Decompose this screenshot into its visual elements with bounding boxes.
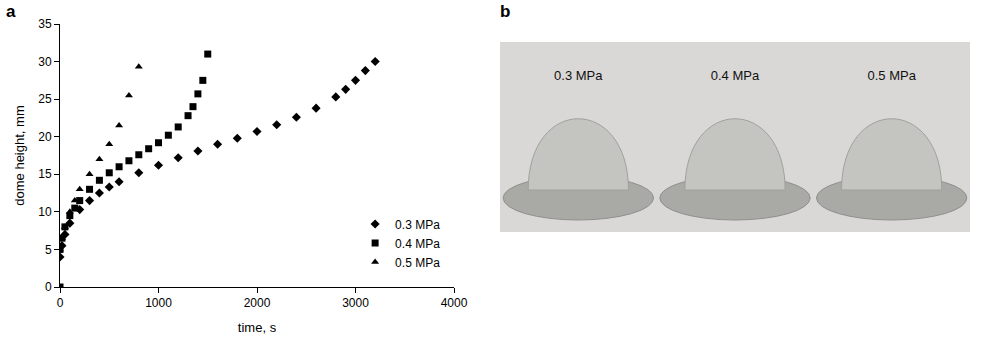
svg-text:15: 15 [38, 167, 52, 181]
svg-text:0.3 MPa: 0.3 MPa [554, 68, 603, 83]
svg-text:30: 30 [38, 55, 52, 69]
svg-text:25: 25 [38, 92, 52, 106]
svg-text:0.5 MPa: 0.5 MPa [395, 256, 440, 270]
svg-text:20: 20 [38, 130, 52, 144]
svg-text:4000: 4000 [441, 296, 468, 310]
svg-text:5: 5 [45, 243, 52, 257]
html-text:a: a [6, 2, 16, 21]
svg-text:35: 35 [38, 17, 52, 31]
svg-text:10: 10 [38, 205, 52, 219]
svg-text:2000: 2000 [244, 296, 271, 310]
svg-text:3000: 3000 [342, 296, 369, 310]
svg-text:0.3 MPa: 0.3 MPa [395, 218, 440, 232]
svg-text:0.5 MPa: 0.5 MPa [867, 68, 916, 83]
html-text:b: b [500, 2, 511, 21]
svg-text:time, s: time, s [238, 320, 277, 335]
svg-text:dome height, mm: dome height, mm [12, 105, 27, 205]
svg-text:0: 0 [57, 296, 64, 310]
svg-text:0: 0 [45, 280, 52, 294]
svg-text:1000: 1000 [145, 296, 172, 310]
svg-text:0.4 MPa: 0.4 MPa [711, 68, 760, 83]
svg-text:0.4 MPa: 0.4 MPa [395, 237, 440, 251]
